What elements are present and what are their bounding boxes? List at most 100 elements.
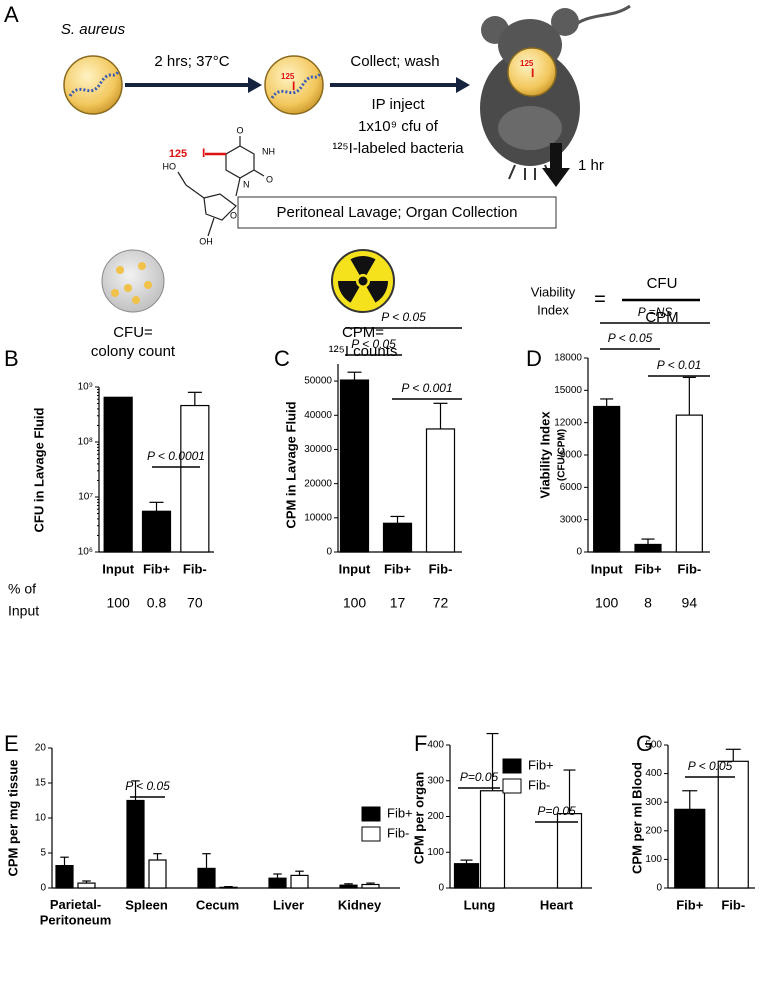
x-tick-label: Fib- <box>677 561 701 576</box>
bar <box>425 428 456 553</box>
isotope-label: 125 <box>281 72 295 81</box>
x-tick-label: Heart <box>540 897 574 912</box>
bar <box>634 543 662 553</box>
bar <box>219 886 238 889</box>
significance-label: P=0.05 <box>460 770 499 784</box>
collection-label: Peritoneal Lavage; Organ Collection <box>277 204 518 221</box>
bar <box>593 405 621 553</box>
inject-text: 1x10⁹ cfu of <box>358 118 439 135</box>
bar <box>55 864 74 889</box>
atom-label: N <box>243 179 250 189</box>
y-tick-label: 0 <box>326 547 332 558</box>
bar <box>126 799 145 889</box>
bar <box>382 522 413 553</box>
time-label: 1 hr <box>578 157 604 174</box>
percent-value: 0.8 <box>147 595 167 611</box>
error-bar <box>433 402 448 429</box>
error-bar <box>224 885 233 888</box>
bar <box>717 760 749 889</box>
y-tick-label: 0 <box>576 547 582 558</box>
y-tick-label: 20000 <box>304 478 332 489</box>
error-bar <box>486 732 499 791</box>
step-label: 2 hrs; 37°C <box>154 53 229 70</box>
text-line: Parietal- <box>50 897 101 912</box>
cfu-def: CFU= <box>113 324 153 341</box>
y-tick-label: 20 <box>35 743 47 754</box>
x-tick-label: Cecum <box>196 897 239 912</box>
y-tick-label: 0 <box>40 883 46 894</box>
mouse <box>480 4 631 180</box>
error-bar <box>347 371 362 381</box>
viability-label: Index <box>537 302 569 317</box>
bar <box>180 404 210 553</box>
error-bar <box>563 769 576 814</box>
bar <box>268 877 287 889</box>
legend-swatch <box>361 826 381 842</box>
percent-label: Input <box>8 603 39 619</box>
bar <box>361 883 380 889</box>
panel-letter: C <box>274 346 290 371</box>
labeled-bacterium <box>264 55 324 115</box>
inject-text: ¹²⁵I-labeled bacteria <box>332 140 464 157</box>
percent-value: 70 <box>187 595 203 611</box>
x-tick-label: Input <box>339 561 371 576</box>
panel-letter: A <box>4 2 19 27</box>
y-tick-label: 9000 <box>560 450 583 461</box>
y-tick-label: 500 <box>645 740 662 751</box>
y-tick-label: 10⁸ <box>78 437 93 448</box>
x-tick-label: Spleen <box>125 897 168 912</box>
error-bar <box>390 515 405 524</box>
significance-label: P =NS <box>638 305 673 319</box>
bar <box>339 884 358 889</box>
x-tick-label: Input <box>591 561 623 576</box>
petri-dish <box>101 249 165 313</box>
significance-label: P < 0.01 <box>657 358 702 372</box>
error-bar <box>600 398 614 407</box>
bar <box>103 396 133 553</box>
y-tick-label: 10 <box>35 813 47 824</box>
y-axis-label: CFU in Lavage Fluid <box>31 407 46 532</box>
legend-label: Fib+ <box>387 805 413 820</box>
x-tick-label: Fib- <box>721 897 745 912</box>
bacterium <box>63 55 123 115</box>
x-tick-label: Fib+ <box>634 561 661 576</box>
y-tick-label: 10000 <box>304 512 332 523</box>
trefoil-blade <box>338 281 360 303</box>
y-tick-label: 40000 <box>304 410 332 421</box>
error-bar <box>641 538 655 545</box>
panel-letter: G <box>636 731 653 756</box>
x-tick-label: Liver <box>273 897 304 912</box>
error-bar <box>202 853 211 869</box>
atom-label: O <box>230 210 237 220</box>
inject-text: IP inject <box>371 96 425 113</box>
panel-letter: E <box>4 731 19 756</box>
percent-value: 17 <box>390 595 406 611</box>
atom-label: NH <box>262 146 275 156</box>
percent-value: 94 <box>682 595 698 611</box>
bar <box>339 379 370 553</box>
x-tick-label: Kidney <box>338 897 382 912</box>
iodine-label: I <box>531 66 534 80</box>
bar <box>453 863 480 889</box>
organism: S. aureus <box>61 21 126 38</box>
percent-label: % of <box>8 581 36 597</box>
significance-label: P < 0.05 <box>351 337 396 351</box>
y-axis-label: Viability Index <box>537 411 552 499</box>
viability-label: Viability <box>531 284 576 299</box>
error-bar <box>344 883 353 886</box>
error-bar <box>295 870 304 876</box>
significance-label: P < 0.001 <box>401 381 452 395</box>
x-tick-label: Fib- <box>183 561 207 576</box>
bar <box>556 813 583 889</box>
trefoil-blade <box>366 281 388 303</box>
y-tick-label: 100 <box>645 854 662 865</box>
x-tick-label: Fib- <box>429 561 453 576</box>
percent-value: 72 <box>433 595 449 611</box>
y-tick-label: 15 <box>35 778 47 789</box>
bar <box>674 808 706 889</box>
y-tick-label: 50000 <box>304 376 332 387</box>
bar <box>479 790 506 889</box>
denominator: CPM <box>645 309 678 326</box>
y-axis-label: CPM per ml Blood <box>629 762 644 874</box>
